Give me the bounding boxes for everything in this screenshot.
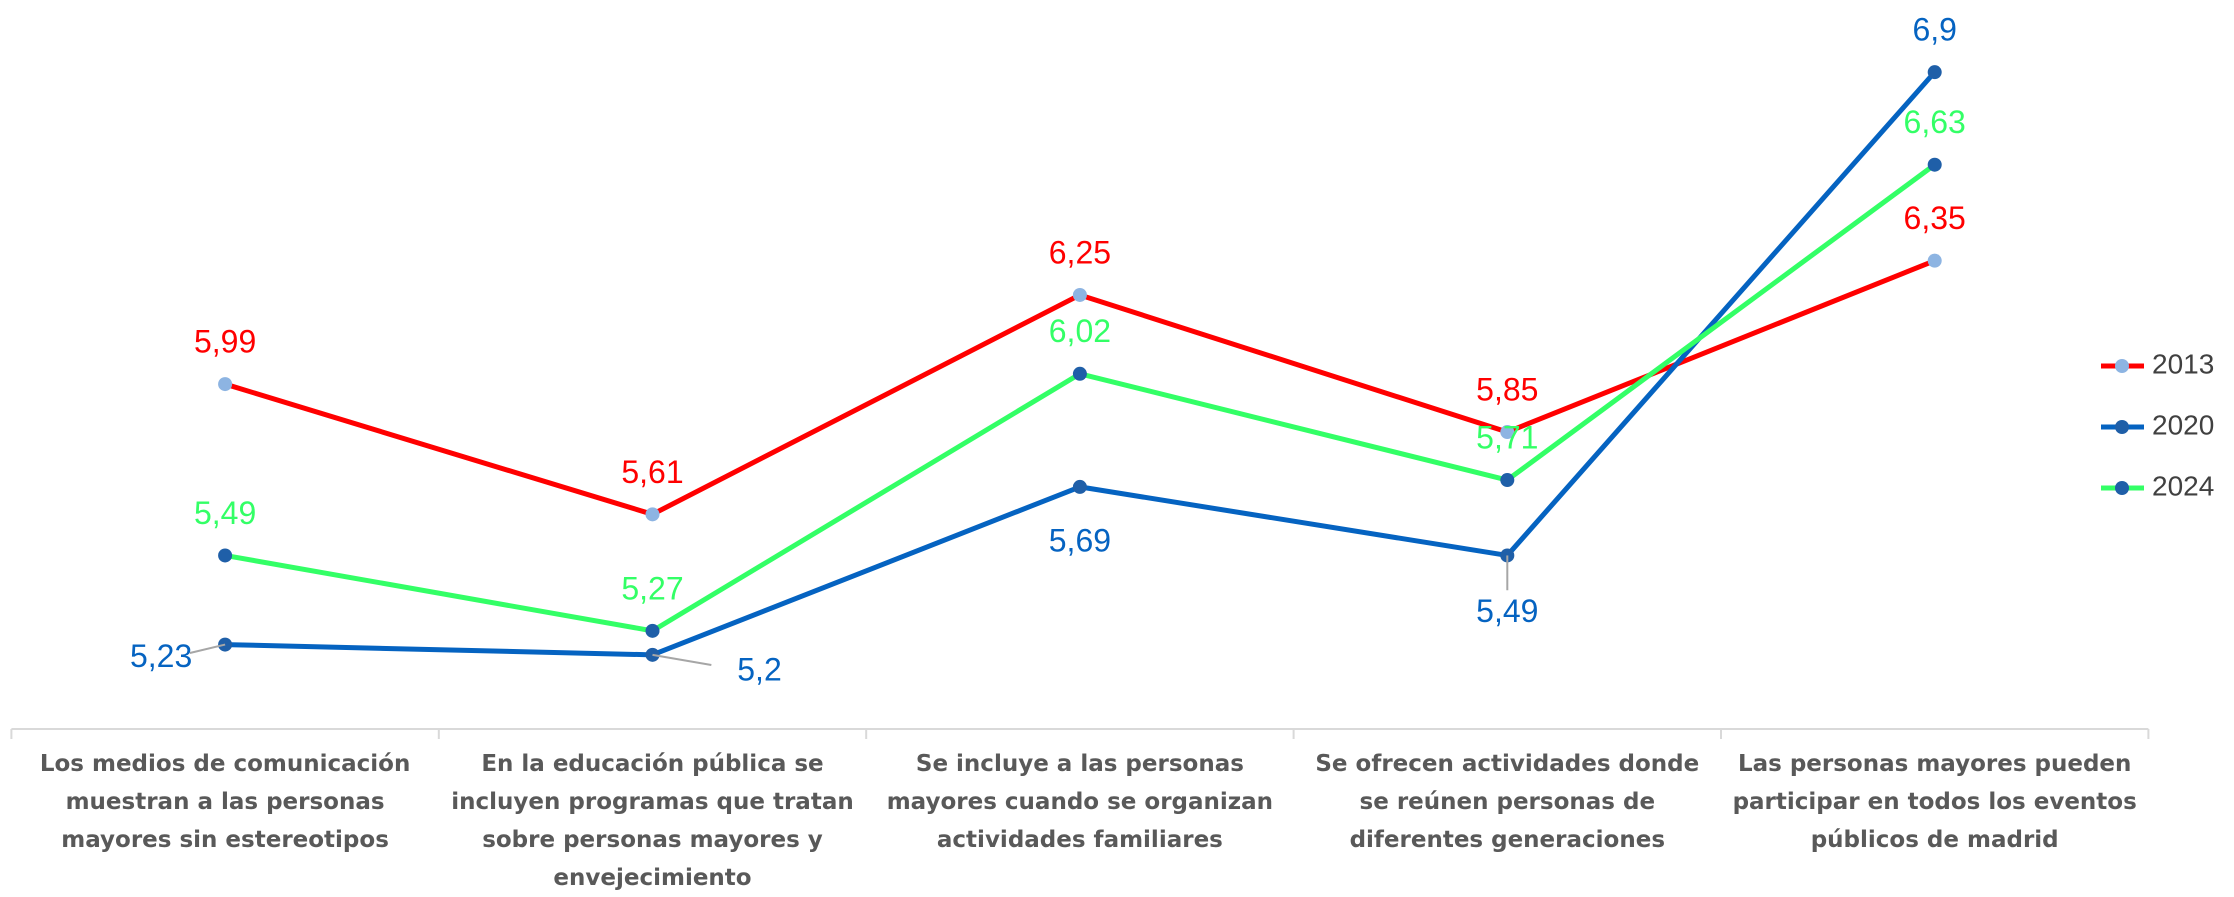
data-label: 5,49 <box>194 495 256 531</box>
marker <box>1500 473 1515 488</box>
data-label: 6,25 <box>1049 234 1111 270</box>
data-label: 5,99 <box>194 324 256 360</box>
data-label: 5,49 <box>1476 593 1538 629</box>
data-label: 6,63 <box>1904 104 1966 140</box>
marker <box>1072 287 1087 302</box>
data-label: 6,02 <box>1049 313 1111 349</box>
legend-marker <box>2115 359 2129 373</box>
marker <box>218 548 233 563</box>
legend-label: 2024 <box>2152 470 2214 501</box>
marker <box>1927 253 1942 268</box>
marker <box>645 507 660 522</box>
x-tick-label: Se incluye a las personas mayores cuando… <box>886 751 1274 853</box>
marker <box>1072 366 1087 381</box>
x-tick-label: Se ofrecen actividades donde se reúnen p… <box>1315 751 1700 853</box>
data-label: 5,69 <box>1049 522 1111 558</box>
x-tick-label: En la educación pública se incluyen prog… <box>451 751 854 891</box>
data-label: 5,61 <box>621 454 683 490</box>
x-tick-label: Los medios de comunicación muestran a la… <box>39 751 411 853</box>
marker <box>218 377 233 392</box>
legend-marker <box>2115 481 2129 495</box>
data-label: 5,85 <box>1476 372 1538 408</box>
legend-marker <box>2115 420 2129 434</box>
data-label: 6,35 <box>1904 200 1966 236</box>
data-label: 5,71 <box>1476 419 1538 455</box>
marker <box>1500 425 1515 440</box>
data-label: 6,9 <box>1912 12 1956 48</box>
data-label: 5,2 <box>737 651 781 687</box>
x-tick-label: Las personas mayores pueden participar e… <box>1732 751 2137 853</box>
series-line <box>225 70 1937 658</box>
data-label: 5,23 <box>130 638 192 674</box>
legend-label: 2020 <box>2152 409 2214 440</box>
marker <box>1927 157 1942 172</box>
marker <box>1072 479 1087 494</box>
leader-line <box>652 653 712 667</box>
leader-line <box>189 643 226 654</box>
data-label: 5,27 <box>621 570 683 606</box>
marker <box>645 623 660 638</box>
legend-label: 2013 <box>2152 348 2214 379</box>
marker <box>1927 65 1942 80</box>
